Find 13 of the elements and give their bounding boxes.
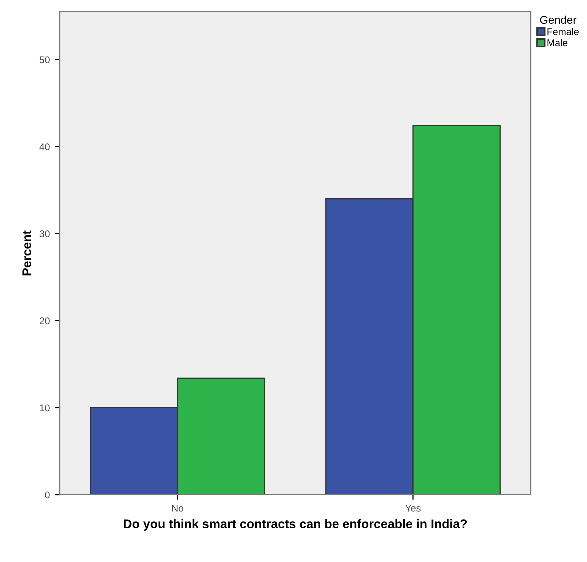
y-tick-label: 40 bbox=[40, 144, 50, 151]
x-tick-label: No bbox=[172, 505, 184, 512]
legend-label: Male bbox=[548, 39, 568, 46]
y-tick-label: 10 bbox=[40, 404, 50, 412]
y-tick-label: 0 bbox=[45, 492, 50, 499]
y-tick-label: 20 bbox=[40, 318, 50, 325]
legend-label: Female bbox=[548, 28, 579, 36]
x-axis-title: Do you think smart contracts can be enforceable in India? bbox=[124, 519, 468, 531]
x-tick-label: Yes bbox=[406, 505, 421, 512]
y-tick-label: 30 bbox=[40, 230, 50, 238]
y-tick-label: 50 bbox=[40, 56, 50, 64]
legend-title: Gender bbox=[540, 16, 577, 24]
y-axis-title: Percent bbox=[22, 230, 32, 276]
